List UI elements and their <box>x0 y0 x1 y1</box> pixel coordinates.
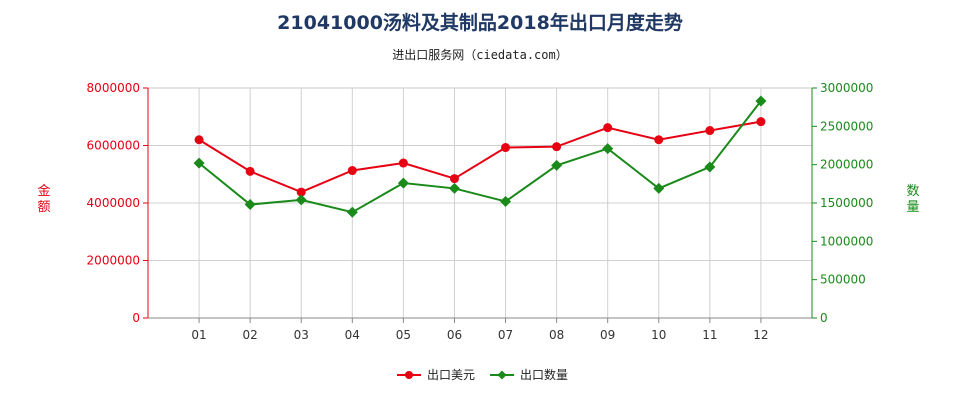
y-right-tick-label: 1500000 <box>820 196 873 210</box>
series-point-2 <box>448 182 460 194</box>
series-point-2 <box>397 177 409 189</box>
series-line-2 <box>198 100 762 214</box>
x-tick-label: 11 <box>702 328 717 342</box>
chart-subtitle: 进出口服务网（ciedata.com） <box>392 47 567 62</box>
y-axis-left-title: 金额 <box>37 183 50 215</box>
x-tick-label: 01 <box>191 328 206 342</box>
y-right-tick-label: 3000000 <box>820 81 873 95</box>
series-point-2 <box>551 159 563 171</box>
series-point-2 <box>346 206 358 218</box>
legend: 出口美元 出口数量 <box>397 367 568 382</box>
x-tick-label: 09 <box>600 328 615 342</box>
y-right-tick-label: 0 <box>820 311 828 325</box>
plot-area: 0 2000000 4000000 6000000 8000000 0 500000 1000… <box>37 81 919 342</box>
legend-swatch-marker <box>405 371 413 379</box>
series-point-1 <box>296 187 306 197</box>
series-point-2 <box>602 143 614 155</box>
y-right-tick-label: 2500000 <box>820 119 873 133</box>
series-point-2 <box>244 199 256 211</box>
series-point-2 <box>704 161 716 173</box>
y-right-tick-label: 2000000 <box>820 158 873 172</box>
series-point-2 <box>755 95 767 107</box>
series-point-2 <box>193 157 205 169</box>
y-left-tick-label: 6000000 <box>87 139 140 153</box>
y-right-tick-label: 1000000 <box>820 234 873 248</box>
series-point-1 <box>552 142 562 152</box>
y-left-tick-label: 2000000 <box>87 254 140 268</box>
legend-label: 出口数量 <box>520 367 568 382</box>
x-tick-label: 05 <box>396 328 411 342</box>
series-point-2 <box>500 195 512 207</box>
series-point-2 <box>653 182 665 194</box>
legend-label: 出口美元 <box>427 368 475 382</box>
series-point-1 <box>654 135 664 145</box>
series-line-1 <box>198 120 762 194</box>
x-tick-label: 12 <box>753 328 768 342</box>
series-point-2 <box>295 194 307 206</box>
y-left-tick-label: 0 <box>132 311 140 325</box>
x-tick-label: 02 <box>243 328 258 342</box>
series-point-1 <box>705 126 715 136</box>
series-point-1 <box>449 174 459 184</box>
series-point-1 <box>347 166 357 176</box>
series-point-1 <box>245 166 255 176</box>
y-axis-right-title: 数量 <box>906 184 919 215</box>
y-right-tick-label: 500000 <box>820 273 866 287</box>
y-left-tick-label: 8000000 <box>87 81 140 95</box>
x-tick-label: 06 <box>447 328 462 342</box>
x-tick-label: 04 <box>345 328 360 342</box>
chart-title: 21041000汤料及其制品2018年出口月度走势 <box>277 11 683 34</box>
x-tick-label: 03 <box>294 328 309 342</box>
series-point-1 <box>398 158 408 168</box>
series-point-1 <box>194 135 204 145</box>
x-tick-label: 10 <box>651 328 666 342</box>
series-point-1 <box>603 123 613 133</box>
y-left-tick-label: 4000000 <box>87 196 140 210</box>
x-tick-label: 07 <box>498 328 513 342</box>
series-point-1 <box>501 143 511 153</box>
x-tick-label: 08 <box>549 328 564 342</box>
series-point-1 <box>756 117 766 127</box>
legend-swatch-marker <box>497 370 507 380</box>
